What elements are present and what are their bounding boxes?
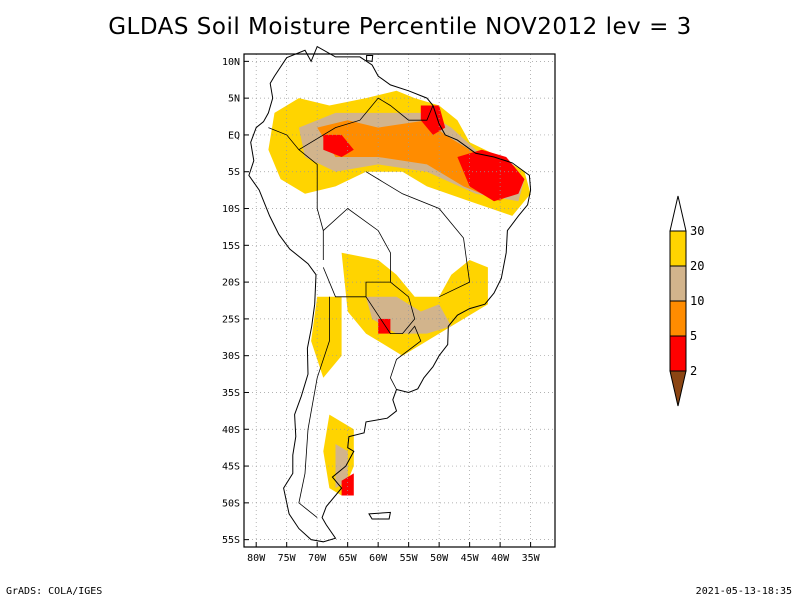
lat-tick-label: 30S <box>222 351 240 362</box>
lon-tick-label: 80W <box>247 553 266 564</box>
percentile-region-12 <box>378 318 391 334</box>
lon-tick-label: 50W <box>430 553 449 564</box>
lat-tick-label: 25S <box>222 314 240 325</box>
tick-labels: 10N 5N EQ 5S 10S 15S 20S 25S 30S 35S 40S 45S 50S 55S 8… <box>222 57 541 564</box>
colorbar-label: 30 <box>690 224 704 238</box>
coastline <box>248 45 532 543</box>
continent-outline <box>248 45 532 543</box>
island-outline-0 <box>368 511 392 520</box>
lon-tick-label: 60W <box>369 553 388 564</box>
map-title: GLDAS Soil Moisture Percentile NOV2012 l… <box>108 14 692 40</box>
colorbar-top-arrow <box>669 195 687 232</box>
colorbar-segment-1 <box>669 265 687 302</box>
percentile-region-8 <box>311 296 342 378</box>
percentile-region-10 <box>335 444 348 489</box>
lon-tick-label: 65W <box>339 553 358 564</box>
lon-tick-label: 35W <box>522 553 541 564</box>
colorbar-label: 2 <box>690 364 697 378</box>
lon-tick-label: 75W <box>278 553 297 564</box>
country-border-3 <box>365 281 416 335</box>
lon-tick-label: 70W <box>308 553 327 564</box>
map-frame <box>243 53 556 548</box>
footer-timestamp: 2021-05-13-18:35 <box>695 586 792 597</box>
lat-tick-label: 55S <box>222 535 240 546</box>
colorbar-bottom-arrow <box>669 370 687 407</box>
lat-tick-label: 15S <box>222 241 240 252</box>
colorbar: 30 20 10 5 2 <box>669 195 704 407</box>
percentile-region-4 <box>420 105 446 135</box>
colorbar-segment-0 <box>669 230 687 267</box>
colorbar-segment-2 <box>669 300 687 337</box>
colorbar-label: 5 <box>690 329 697 343</box>
island-outline-1 <box>366 55 374 62</box>
country-border-1 <box>298 97 434 151</box>
footer-credit: GrADS: COLA/IGES <box>6 586 103 597</box>
percentile-region-3 <box>457 149 525 202</box>
lat-tick-label: 5N <box>228 94 240 105</box>
lat-tick-label: 10N <box>222 57 240 68</box>
lon-tick-label: 45W <box>461 553 480 564</box>
data-layer <box>268 90 531 496</box>
lat-tick-label: 5S <box>228 167 240 178</box>
lon-tick-label: 55W <box>400 553 419 564</box>
country-border-5 <box>298 296 330 518</box>
country-border-6 <box>365 171 471 298</box>
percentile-region-6 <box>341 252 488 356</box>
colorbar-segment-3 <box>669 335 687 372</box>
lat-tick-label: EQ <box>228 130 240 141</box>
lat-tick-label: 45S <box>222 462 240 473</box>
percentile-region-5 <box>323 134 354 157</box>
lat-tick-label: 50S <box>222 498 240 509</box>
lat-tick-label: 10S <box>222 204 240 215</box>
lat-tick-label: 40S <box>222 425 240 436</box>
percentile-region-11 <box>341 473 354 496</box>
country-border-4 <box>389 325 422 390</box>
lon-tick-label: 40W <box>491 553 510 564</box>
lat-tick-label: 35S <box>222 388 240 399</box>
colorbar-label: 10 <box>690 294 704 308</box>
colorbar-label: 20 <box>690 259 704 273</box>
lat-tick-label: 20S <box>222 278 240 289</box>
